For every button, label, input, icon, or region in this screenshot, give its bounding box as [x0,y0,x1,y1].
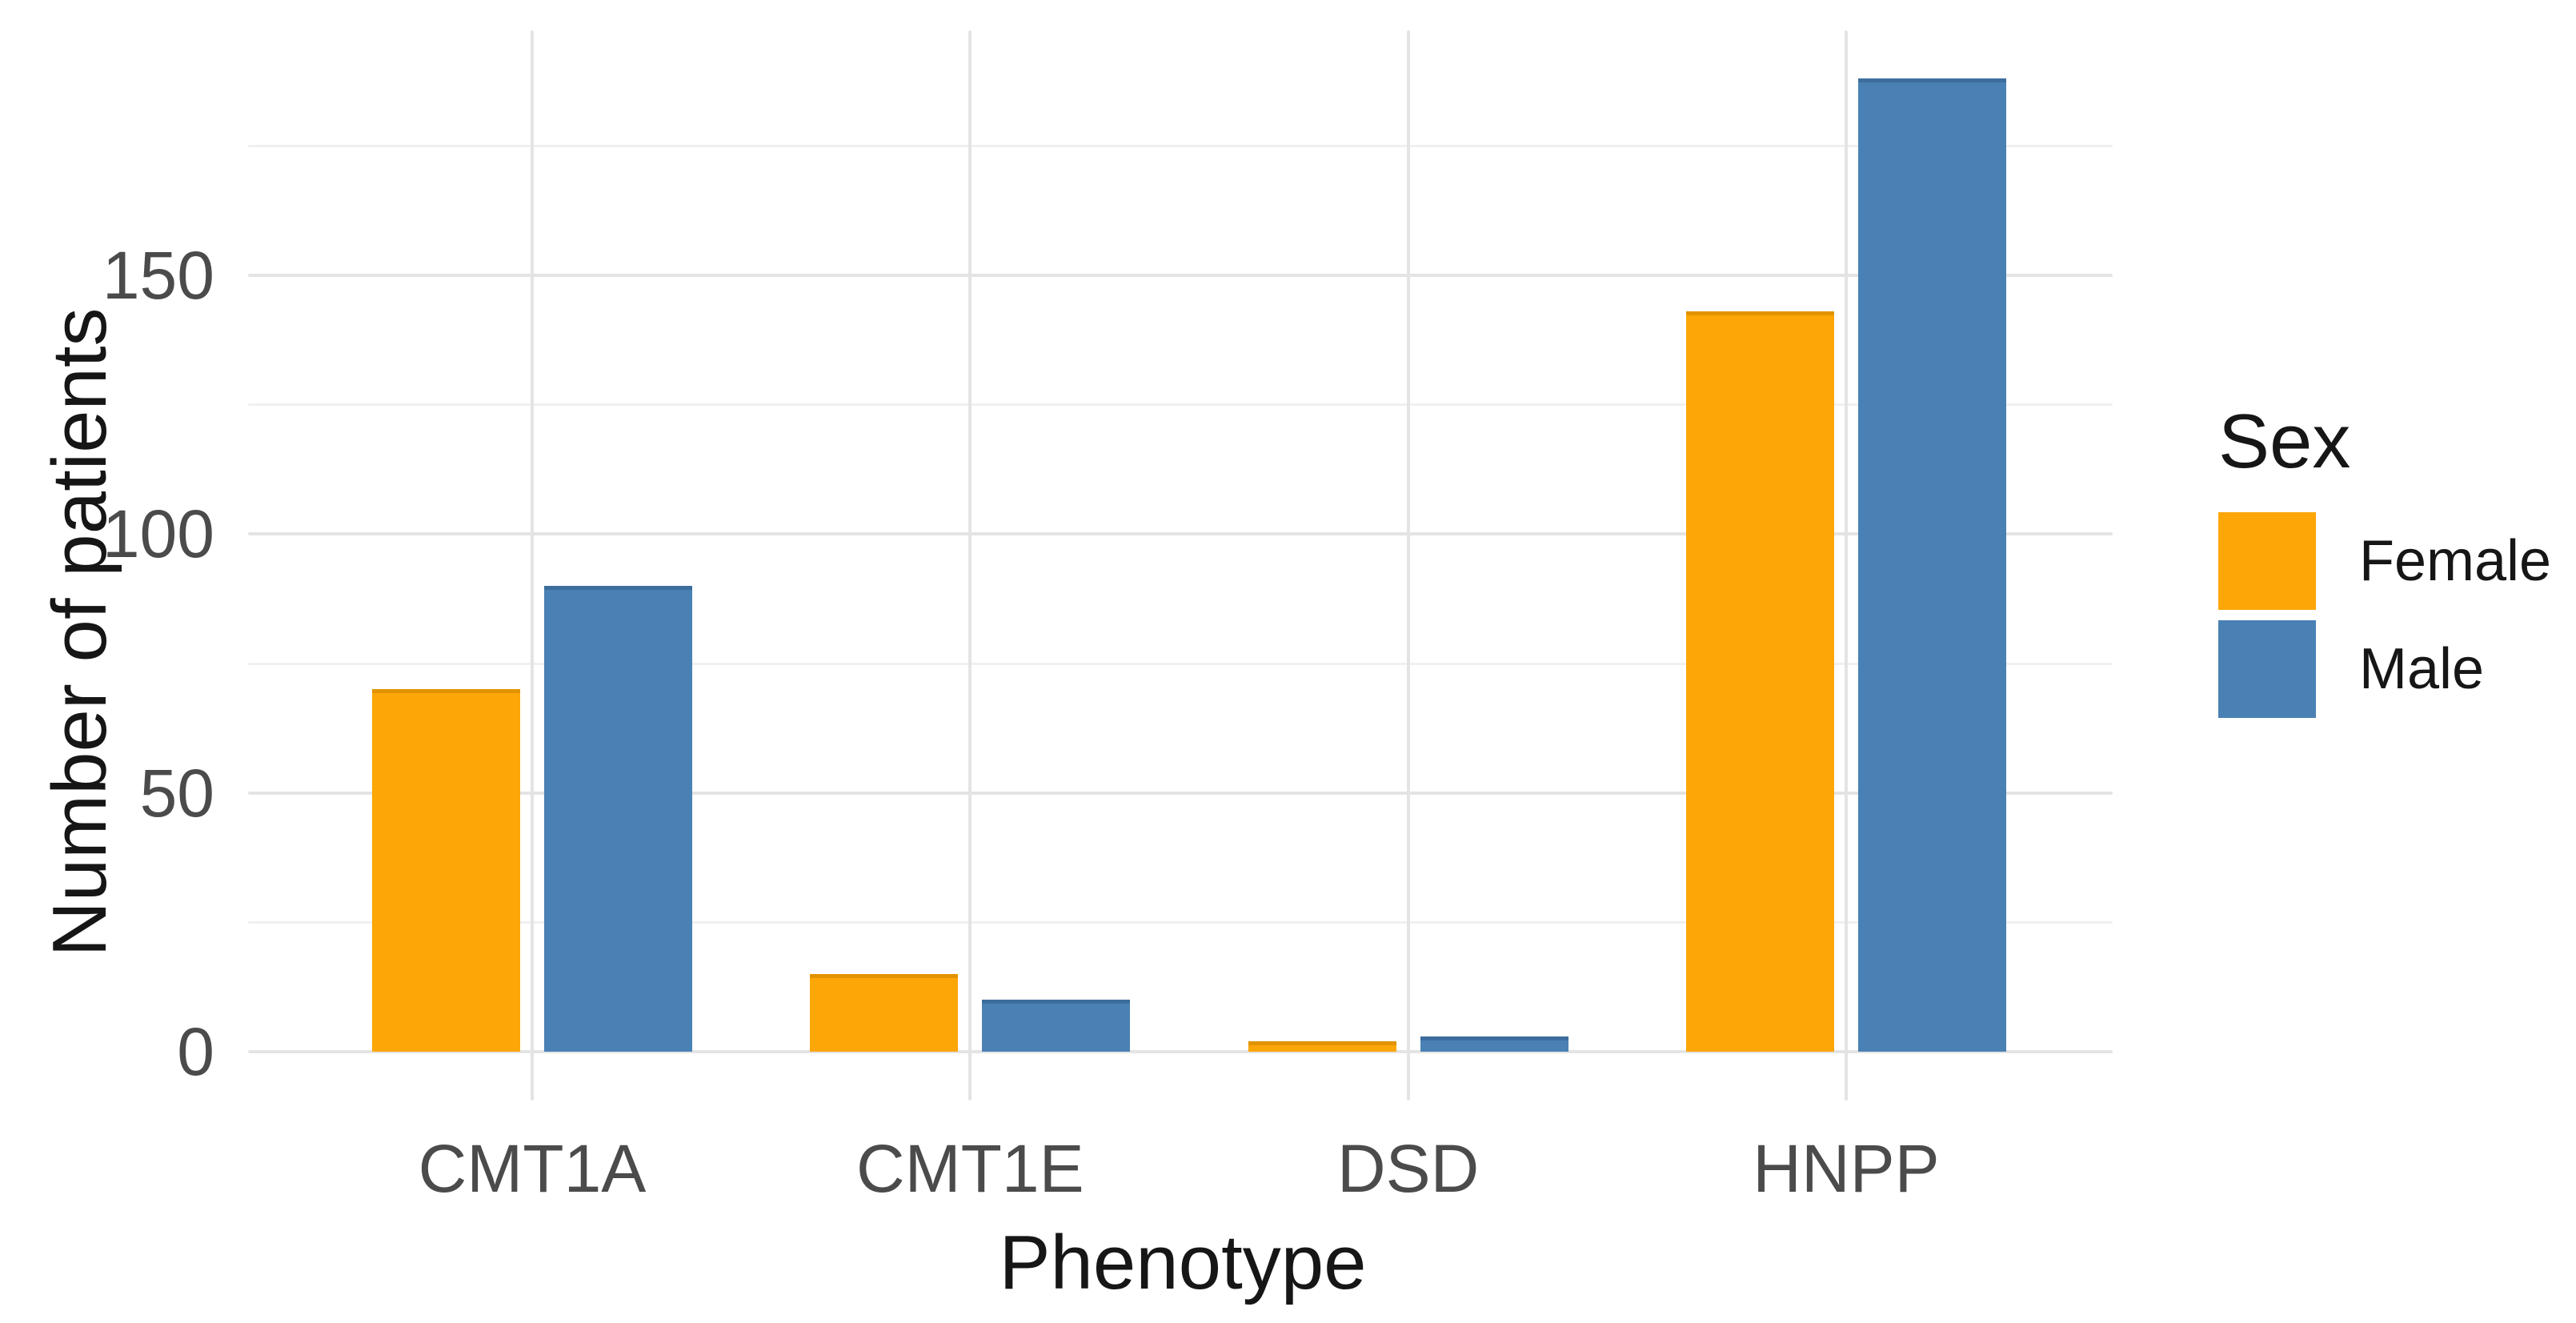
y-tick-label-50: 50 [139,755,214,831]
v-gridline-cmt1a [531,30,534,1100]
legend-key-female-icon [2218,512,2316,610]
h-gridline-minor-25 [248,921,2113,924]
legend-label-male: Male [2359,637,2485,701]
y-tick-label-0: 0 [177,1014,214,1089]
bar-dsd-male [1420,1036,1568,1052]
bar-cmt1e-female [810,974,959,1052]
legend-title: Sex [2218,399,2351,484]
h-gridline-major-50 [248,791,2113,795]
bar-hnpp-female [1685,311,1834,1052]
v-gridline-dsd [1406,30,1410,1100]
x-tick-label-cmt1e: CMT1E [855,1131,1084,1206]
h-gridline-minor-125 [248,403,2113,407]
h-gridline-major-0 [248,1050,2113,1053]
v-gridline-hnpp [1844,30,1848,1100]
legend-key-male-icon [2218,620,2316,718]
h-gridline-minor-175 [248,144,2113,147]
bar-cmt1a-female [372,689,520,1052]
h-gridline-major-150 [248,273,2113,277]
x-axis-title: Phenotype [999,1220,1367,1305]
x-tick-label-dsd: DSD [1336,1131,1480,1206]
v-gridline-cmt1e [968,30,972,1100]
y-tick-label-100: 100 [102,496,214,571]
x-tick-label-cmt1a: CMT1A [418,1131,647,1206]
legend-label-female: Female [2359,529,2552,593]
bar-cmt1e-male [982,1000,1131,1052]
x-tick-label-hnpp: HNPP [1753,1131,1940,1206]
h-gridline-major-100 [248,532,2113,535]
bar-cmt1a-male [544,586,692,1052]
bar-dsd-female [1248,1041,1396,1052]
h-gridline-minor-75 [248,662,2113,665]
bar-hnpp-male [1857,78,2006,1052]
y-tick-label-150: 150 [102,237,214,313]
